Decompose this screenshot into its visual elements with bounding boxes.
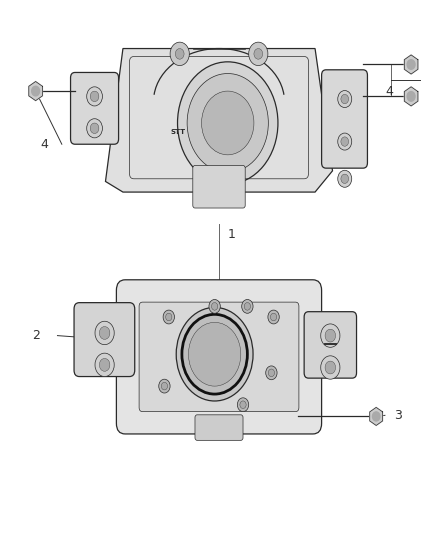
Circle shape <box>341 174 349 183</box>
Polygon shape <box>404 55 418 74</box>
Circle shape <box>240 401 246 408</box>
Circle shape <box>87 119 102 138</box>
Circle shape <box>242 300 253 313</box>
Circle shape <box>341 137 349 146</box>
Circle shape <box>187 74 268 172</box>
Circle shape <box>209 300 220 313</box>
Text: 2: 2 <box>32 329 39 342</box>
Circle shape <box>407 60 415 69</box>
Circle shape <box>321 324 340 348</box>
Circle shape <box>341 94 349 104</box>
Circle shape <box>182 314 247 394</box>
Circle shape <box>266 366 277 379</box>
Text: 3: 3 <box>394 409 402 422</box>
Circle shape <box>161 382 168 390</box>
Circle shape <box>254 49 263 59</box>
Circle shape <box>166 313 172 321</box>
Circle shape <box>177 62 278 184</box>
Circle shape <box>99 327 110 340</box>
Text: 1: 1 <box>228 228 236 241</box>
Circle shape <box>90 91 99 102</box>
Circle shape <box>321 356 340 379</box>
Polygon shape <box>370 407 383 425</box>
Circle shape <box>95 353 114 376</box>
Polygon shape <box>29 82 42 101</box>
Circle shape <box>270 313 277 321</box>
Circle shape <box>325 329 336 342</box>
FancyBboxPatch shape <box>74 303 135 376</box>
Text: STT: STT <box>171 128 186 135</box>
Circle shape <box>99 358 110 372</box>
Circle shape <box>372 412 380 421</box>
Circle shape <box>338 133 352 150</box>
Circle shape <box>159 379 170 393</box>
Polygon shape <box>106 49 332 192</box>
Circle shape <box>176 308 253 401</box>
Circle shape <box>268 310 279 324</box>
Circle shape <box>188 322 241 386</box>
Circle shape <box>244 303 251 310</box>
Circle shape <box>163 310 174 324</box>
FancyBboxPatch shape <box>71 72 119 144</box>
Circle shape <box>407 92 415 101</box>
Text: 4: 4 <box>385 85 393 98</box>
Circle shape <box>325 361 336 374</box>
Circle shape <box>338 170 352 187</box>
FancyBboxPatch shape <box>193 165 245 208</box>
Circle shape <box>338 91 352 108</box>
FancyBboxPatch shape <box>304 312 357 378</box>
Circle shape <box>175 49 184 59</box>
Circle shape <box>268 369 275 377</box>
Circle shape <box>212 303 218 310</box>
Circle shape <box>32 86 39 96</box>
Circle shape <box>237 398 249 411</box>
Circle shape <box>87 87 102 106</box>
Circle shape <box>249 42 268 66</box>
Text: 4: 4 <box>40 138 48 151</box>
Circle shape <box>201 91 254 155</box>
Circle shape <box>90 123 99 134</box>
FancyBboxPatch shape <box>139 302 299 411</box>
FancyBboxPatch shape <box>195 415 243 440</box>
Circle shape <box>95 321 114 345</box>
FancyBboxPatch shape <box>321 70 367 168</box>
Circle shape <box>170 42 189 66</box>
Polygon shape <box>404 87 418 106</box>
FancyBboxPatch shape <box>117 280 321 434</box>
